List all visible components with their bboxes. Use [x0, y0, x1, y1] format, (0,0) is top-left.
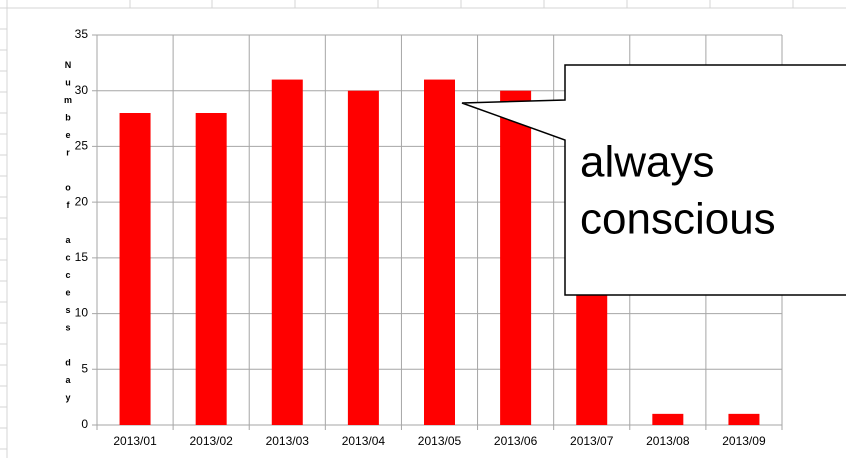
- x-tick-label: 2013/02: [189, 434, 233, 448]
- bar: [652, 413, 684, 425]
- y-tick-label: 15: [75, 250, 89, 264]
- x-tick-label: 2013/06: [494, 434, 538, 448]
- bar: [271, 79, 303, 426]
- x-tick-label: 2013/07: [570, 434, 614, 448]
- y-tick-label: 25: [75, 139, 89, 153]
- x-tick-label: 2013/08: [646, 434, 690, 448]
- x-tick-label: 2013/03: [266, 434, 310, 448]
- bar: [424, 79, 455, 426]
- y-tick-label: 30: [75, 83, 89, 97]
- callout-text: always: [580, 138, 715, 187]
- bar: [195, 113, 227, 425]
- bar: [347, 90, 379, 425]
- callout: always conscious: [461, 64, 846, 296]
- x-tick-label: 2013/04: [342, 434, 386, 448]
- bar: [500, 90, 532, 425]
- y-tick-label: 20: [75, 194, 89, 208]
- x-tick-label: 2013/05: [418, 434, 462, 448]
- x-tick-label: 2013/09: [722, 434, 766, 448]
- bar: [119, 113, 151, 425]
- y-tick-label: 35: [75, 27, 89, 41]
- y-tick-label: 5: [81, 361, 88, 375]
- bar: [728, 413, 760, 425]
- callout-text: conscious: [580, 195, 776, 244]
- y-axis-label: Number of access day: [63, 60, 73, 410]
- callout-shape: [461, 64, 846, 296]
- y-tick-label: 10: [75, 306, 89, 320]
- y-tick-label: 0: [81, 417, 88, 431]
- x-tick-label: 2013/01: [113, 434, 157, 448]
